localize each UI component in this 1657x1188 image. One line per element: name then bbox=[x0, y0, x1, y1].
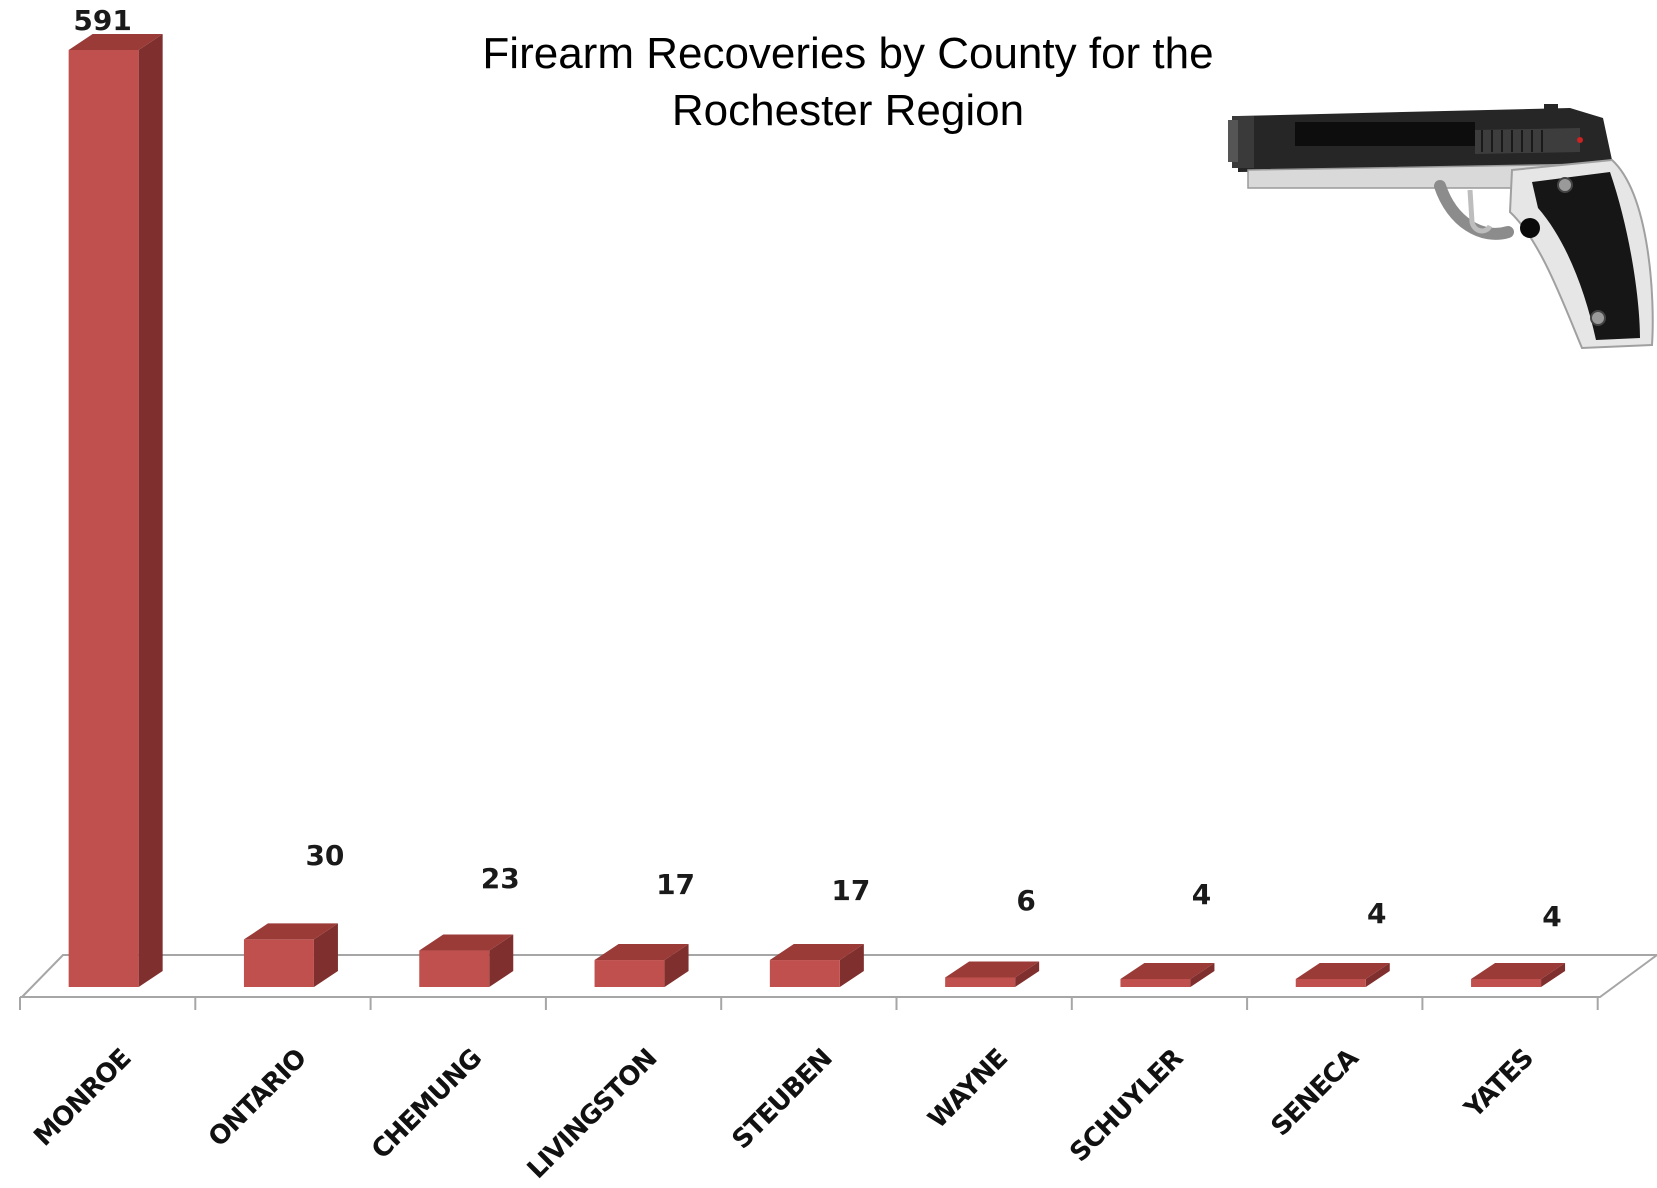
pistol-icon bbox=[1228, 104, 1654, 350]
x-tick-label: LIVINGSTON bbox=[522, 1044, 663, 1185]
data-label: 4 bbox=[1542, 900, 1561, 933]
data-label: 4 bbox=[1367, 897, 1386, 930]
chart-floor bbox=[19, 954, 1657, 998]
data-labels: 591 30 23 17 17 6 4 4 4 bbox=[73, 4, 1561, 933]
bar-top bbox=[945, 961, 1040, 978]
bar-top bbox=[769, 944, 864, 961]
bar-schuyler bbox=[1120, 963, 1215, 987]
bar-front bbox=[68, 50, 139, 987]
bar-top bbox=[1295, 963, 1390, 979]
x-axis-ticks bbox=[19, 997, 1599, 1010]
x-axis-tick-labels: MONROE ONTARIO CHEMUNG LIVINGSTON STEUBEN WAY… bbox=[28, 1043, 1539, 1185]
bar-steuben bbox=[769, 944, 864, 987]
bar-front bbox=[1471, 979, 1542, 987]
data-label: 30 bbox=[305, 839, 344, 872]
bar-side bbox=[1365, 963, 1390, 987]
data-label: 23 bbox=[481, 862, 520, 895]
bar-front bbox=[243, 939, 314, 987]
bar-front bbox=[769, 960, 840, 987]
bar-wayne bbox=[945, 961, 1040, 987]
x-tick-label: ONTARIO bbox=[203, 1044, 312, 1153]
bar-side bbox=[1015, 961, 1040, 987]
bar-side bbox=[1190, 963, 1215, 987]
bar-side bbox=[489, 934, 514, 987]
bar-monroe bbox=[68, 34, 163, 987]
data-label: 4 bbox=[1192, 878, 1211, 911]
data-label: 591 bbox=[73, 4, 131, 37]
x-tick-label: WAYNE bbox=[923, 1044, 1014, 1135]
bar-top bbox=[243, 923, 338, 940]
data-label: 17 bbox=[831, 874, 870, 907]
chart-title-line-2: Rochester Region bbox=[672, 86, 1024, 135]
bar-top bbox=[1120, 963, 1215, 979]
x-tick-label: SCHUYLER bbox=[1064, 1043, 1189, 1168]
bar-top bbox=[419, 934, 514, 951]
chart-title-line-1: Firearm Recoveries by County for the bbox=[482, 29, 1213, 78]
bar-yates bbox=[1471, 963, 1566, 987]
x-tick-label: MONROE bbox=[28, 1044, 137, 1153]
data-label: 17 bbox=[656, 868, 695, 901]
bar-side bbox=[1541, 963, 1566, 987]
bar-top bbox=[1471, 963, 1566, 979]
bar-ontario bbox=[243, 923, 338, 987]
bar-seneca bbox=[1295, 963, 1390, 987]
bar-side bbox=[138, 34, 163, 987]
bar-front bbox=[1295, 979, 1366, 987]
bar-top bbox=[594, 944, 689, 961]
bar-front bbox=[594, 960, 665, 987]
x-tick-label: CHEMUNG bbox=[366, 1044, 487, 1165]
bar-front bbox=[1120, 979, 1191, 987]
bar-front bbox=[945, 977, 1016, 987]
data-label: 6 bbox=[1016, 884, 1035, 917]
bar-side bbox=[839, 944, 864, 987]
bar-chemung bbox=[419, 934, 514, 987]
x-tick-label: SENECA bbox=[1266, 1043, 1365, 1142]
bar-side bbox=[664, 944, 689, 987]
bar-front bbox=[419, 950, 490, 987]
x-tick-label: STEUBEN bbox=[727, 1044, 838, 1155]
bar-top bbox=[68, 34, 163, 50]
bar-side bbox=[313, 923, 338, 987]
bar-series bbox=[68, 34, 1566, 987]
x-tick-label: YATES bbox=[1458, 1044, 1539, 1125]
bar-livingston bbox=[594, 944, 689, 987]
